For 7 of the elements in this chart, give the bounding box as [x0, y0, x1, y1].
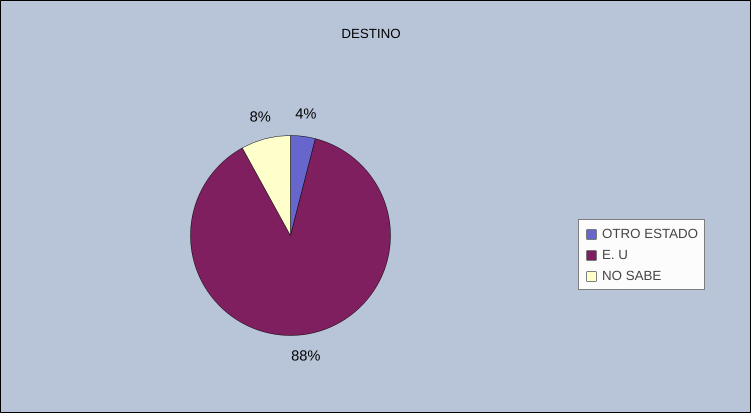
data-label: 8%	[250, 109, 271, 126]
legend-label: NO SABE	[602, 268, 662, 283]
data-label: 4%	[295, 106, 316, 122]
chart-title: DESTINO	[341, 26, 401, 41]
legend-label: OTRO ESTADO	[602, 226, 698, 241]
data-label: 88%	[291, 348, 320, 365]
legend-label: E. U	[602, 247, 628, 262]
